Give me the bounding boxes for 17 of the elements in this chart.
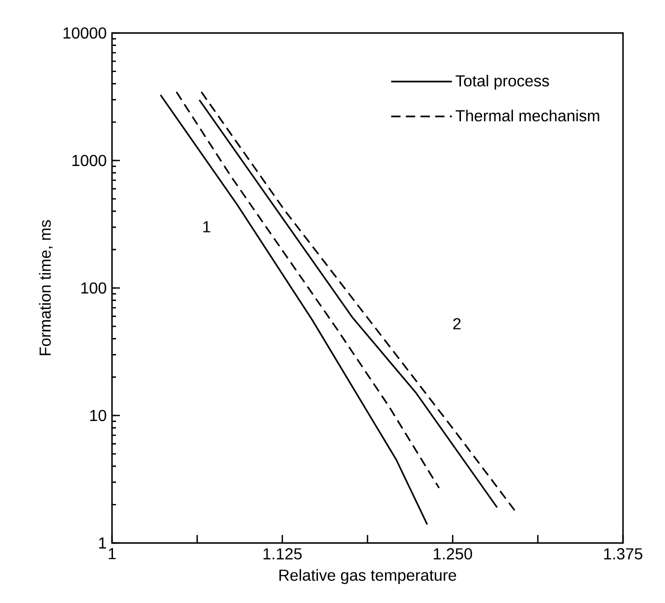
x-tick-label: 1.250: [434, 548, 472, 560]
legend-label: Thermal mechanism: [456, 110, 600, 122]
y-tick-label: 1: [99, 537, 106, 548]
legend-label: Total process: [456, 74, 550, 90]
y-tick-label: 10000: [64, 27, 106, 39]
x-tick-label: 1.125: [264, 548, 302, 560]
x-tick-label: 1.375: [604, 548, 642, 560]
y-tick-label: 100: [81, 282, 106, 294]
line-series: [160, 94, 428, 526]
annotation: 1: [203, 221, 210, 232]
line-series: [176, 91, 440, 489]
x-tick-label: 1: [108, 548, 116, 560]
annotation: 2: [453, 318, 461, 330]
y-axis-title: Formation time, ms: [39, 220, 53, 356]
x-axis-title: Relative gas temperature: [279, 569, 456, 584]
y-tick-label: 1000: [72, 154, 106, 166]
y-tick-label: 10: [90, 410, 106, 422]
